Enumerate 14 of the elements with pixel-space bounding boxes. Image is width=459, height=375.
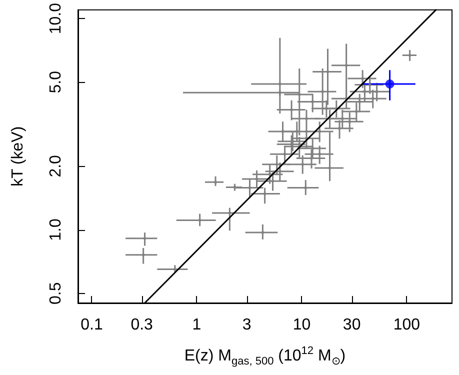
y-tick-label: 2.0 bbox=[48, 154, 64, 178]
y-tick-label: 0.5 bbox=[48, 282, 64, 304]
x-tick-label: 1 bbox=[192, 316, 202, 334]
x-axis-title: E(z) M$_{gas, 500}$ (10$^{12}$ M$_{⊙}$) bbox=[183, 345, 347, 368]
y-tick-label: 5.0 bbox=[48, 70, 64, 94]
y-tick-label: 10.0 bbox=[48, 2, 64, 34]
x-tick-label: 0.1 bbox=[80, 316, 103, 334]
y-tick-label: 1.0 bbox=[48, 218, 64, 241]
x-tick-label: 30 bbox=[342, 316, 361, 334]
x-tick-label: 0.3 bbox=[130, 316, 154, 334]
x-tick-label: 100 bbox=[393, 316, 420, 334]
x-tick-label: 3 bbox=[242, 316, 252, 334]
y-axis-title: kT (keV) bbox=[10, 126, 26, 186]
x-tick-label: 10 bbox=[292, 316, 311, 334]
